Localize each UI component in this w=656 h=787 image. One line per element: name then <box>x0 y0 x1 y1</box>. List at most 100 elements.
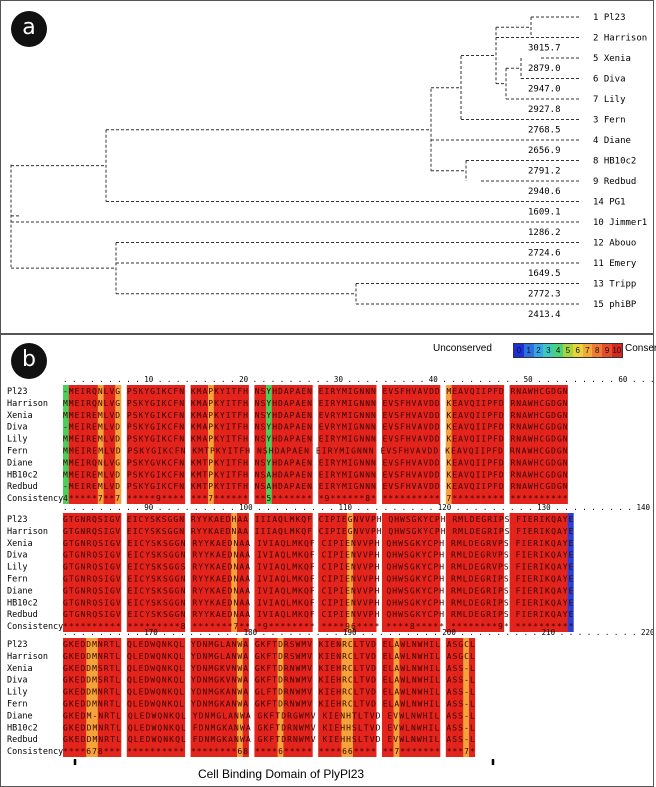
column-cell <box>295 385 302 504</box>
sequence-row: GKEDDMNRTL QLEDWQNKQL FDNMGKANWA GKFTDRN… <box>63 723 475 732</box>
column-cell <box>126 638 133 757</box>
column-cell <box>283 385 290 504</box>
column-cell <box>190 513 197 632</box>
column-cell <box>353 513 360 632</box>
column-cell <box>213 385 220 504</box>
column-cell <box>283 513 290 632</box>
column-cell <box>179 513 186 632</box>
leaf-label: 3 Fern <box>593 116 626 126</box>
column-cell <box>242 638 249 757</box>
branch-length-label: 2947.0 <box>528 85 561 95</box>
column-cell <box>370 513 377 632</box>
column-cell <box>80 513 87 632</box>
column-cell <box>469 638 476 757</box>
column-cell <box>132 638 139 757</box>
column-cell <box>115 638 122 757</box>
sequence-row: GTGNRQSIGV EICYSKSGGN RYYKAEDNAA IVIAQLM… <box>63 586 574 595</box>
sequence-name: HB10c2 <box>7 723 38 733</box>
column-cell <box>306 513 313 632</box>
column-cell <box>179 638 186 757</box>
column-cell <box>242 385 249 504</box>
sequence-row: MMEIREMLVD PSKYGIKCFN KMTPKYITFH NSAHDAP… <box>63 470 568 479</box>
column-cell <box>242 513 249 632</box>
sequence-name: Xenia <box>7 411 33 421</box>
column-cell <box>161 385 168 504</box>
sequence-name: Pl23 <box>7 387 27 397</box>
scale-cell: 10 <box>611 344 622 357</box>
column-cell <box>132 513 139 632</box>
column-cell <box>509 385 516 504</box>
consistency-row: 4*****7**7 *****9**** ***7****** **5****… <box>63 494 568 503</box>
branch-length-label: 2940.6 <box>528 187 561 197</box>
leaf-label: 5 Xenia <box>593 54 631 64</box>
column-cell <box>544 385 551 504</box>
column-cell <box>318 638 325 757</box>
column-cell <box>399 638 406 757</box>
column-cell <box>213 638 220 757</box>
column-cell <box>260 385 267 504</box>
alignment-block: . . . . . . . . . 170 . . . . . . . . . … <box>7 628 653 757</box>
cell-binding-domain-label: Cell Binding Domain of PlyPl23 <box>197 767 365 781</box>
column-cell <box>527 513 534 632</box>
column-cell <box>382 513 389 632</box>
column-cell <box>521 385 528 504</box>
column-cell <box>324 513 331 632</box>
column-cell <box>86 513 93 632</box>
column-cell <box>300 638 307 757</box>
column-cell <box>434 638 441 757</box>
column-cell <box>231 385 238 504</box>
panel-a: a 1 Pl23 2 Harrison 3015.7 5 Xenia 2879.0 6 D… <box>0 0 654 334</box>
column-cell <box>92 638 99 757</box>
leaf-label: 13 Tripp <box>593 280 636 290</box>
branch-length-label: 1609.1 <box>528 208 561 218</box>
column-cell <box>324 638 331 757</box>
position-ruler: . . . . . . . . . 10 . . . . . . . . . 2… <box>63 375 653 384</box>
column-cell <box>150 385 157 504</box>
column-cell <box>173 385 180 504</box>
column-cell <box>68 513 75 632</box>
column-cell <box>387 638 394 757</box>
column-cell <box>202 385 209 504</box>
sequence-row: -MEIRQNLVG PSKYGIKCFN KMAPKYITFH NSYHDAP… <box>63 387 568 396</box>
column-cell <box>109 385 116 504</box>
sequence-name: Pl23 <box>7 515 27 525</box>
sequence-name: Harrison <box>7 652 48 662</box>
conservation-colors <box>63 638 476 757</box>
column-cell <box>428 638 435 757</box>
sequence-row: GKEDDMSRTL QLEDWQNKQL YDNMGKVNWA GKFTDRN… <box>63 676 475 685</box>
sequence-name: Xenia <box>7 539 33 549</box>
column-cell <box>190 638 197 757</box>
sequence-name: Xenia <box>7 664 33 674</box>
sequence-row: GKEDDMNRTL QLEDWQNKQL YDNMGLANWA GKFTDRS… <box>63 652 475 661</box>
sequence-name: Fern <box>7 700 27 710</box>
column-cell <box>144 513 151 632</box>
column-cell <box>364 513 371 632</box>
phylogenetic-tree: 1 Pl23 2 Harrison 3015.7 5 Xenia 2879.0 6 Div… <box>10 13 647 320</box>
scale-bar: 0 1 2 3 4 5 6 7 8 9 10 <box>513 343 623 358</box>
branch-length-label: 2772.3 <box>528 290 561 300</box>
column-cell <box>492 385 499 504</box>
column-cell <box>295 638 302 757</box>
sequence-row: GTGNRQSIGV EICYSKSGGN RYYKAEDNAA IVIAQLM… <box>63 610 574 619</box>
leaf-label: 7 Lily <box>593 95 626 105</box>
leaf-label: 12 Abouo <box>593 239 636 249</box>
column-cell <box>347 638 354 757</box>
column-cell <box>416 385 423 504</box>
column-cell <box>347 513 354 632</box>
column-cell <box>277 638 284 757</box>
column-cell <box>277 513 284 632</box>
sequence-row: -MEIREMLVD PSKYGIKCFN KMAPKYITFH NSYHDAP… <box>63 423 568 432</box>
column-cell <box>74 385 81 504</box>
column-cell <box>451 385 458 504</box>
column-cell <box>155 385 162 504</box>
scale-cell: 3 <box>543 344 554 357</box>
column-cell <box>271 385 278 504</box>
column-cell <box>190 385 197 504</box>
column-cell <box>416 513 423 632</box>
sequence-row: GTGNRQSIGV EICYSKSGGN RYYKAEDHAA IIIAQLM… <box>63 515 574 524</box>
column-cell <box>173 513 180 632</box>
column-cell <box>196 638 203 757</box>
column-cell <box>567 513 574 632</box>
column-cell <box>451 513 458 632</box>
column-cell <box>132 385 139 504</box>
